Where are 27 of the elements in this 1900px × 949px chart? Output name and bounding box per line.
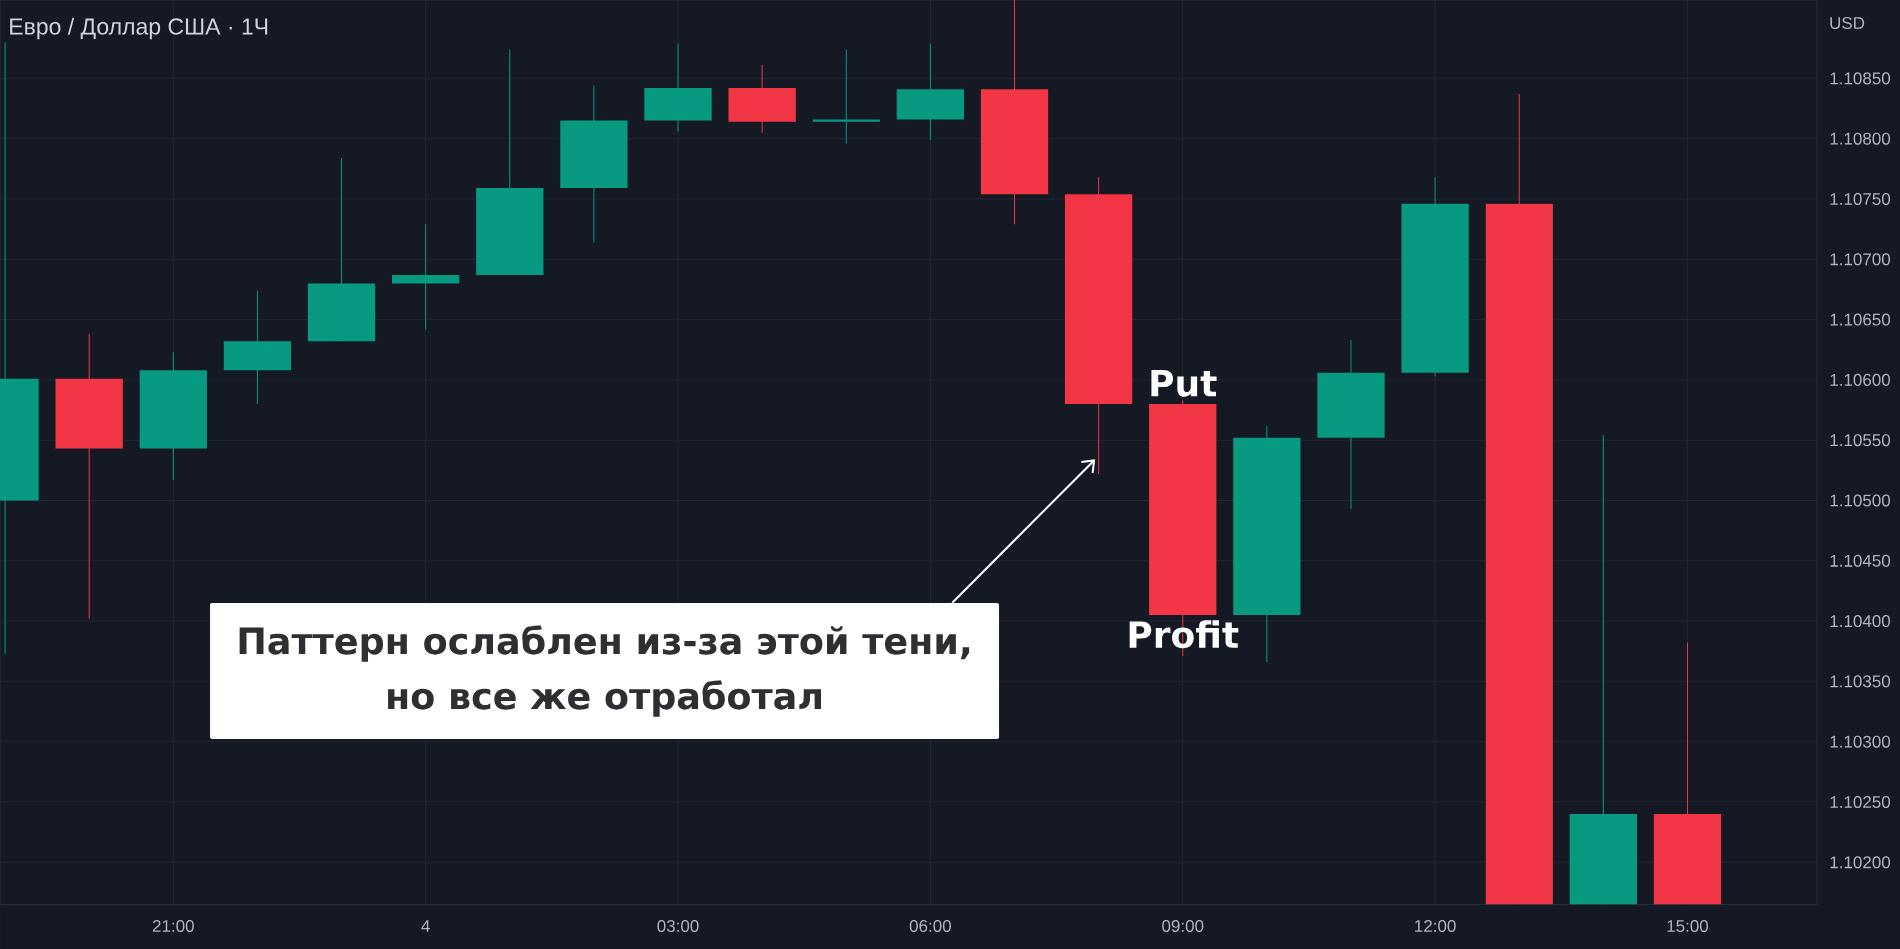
y-tick-label: 1.10600	[1830, 373, 1891, 386]
annotation: Паттерн ослаблен из-за этой тени, но все же отработал	[239, 625, 970, 717]
annotation: Put	[1151, 369, 1217, 397]
x-tick-label: 21:00	[152, 919, 194, 932]
text: Евро / Доллар США · 1Ч	[10, 17, 268, 40]
y-tick-label: 1.10400	[1830, 615, 1891, 628]
y-tick-label: 1.10750	[1830, 192, 1891, 205]
y-tick-label: 1.10550	[1830, 434, 1891, 447]
x-tick-label: 12:00	[1415, 919, 1456, 932]
y-tick-label: 1.10300	[1830, 735, 1891, 748]
candlestick	[812, 48, 880, 144]
y-tick-label: 1.10200	[1830, 856, 1891, 869]
candlestick	[392, 223, 460, 330]
y-tick-label: 1.10850	[1830, 72, 1891, 85]
x-tick-label: 06:00	[909, 919, 951, 932]
y-tick-label: 1.10250	[1830, 795, 1891, 808]
x-tick-label: 03:00	[657, 919, 699, 932]
x-tick-label: 4	[421, 920, 430, 932]
x-tick-label: 09:00	[1162, 919, 1204, 932]
y-tick-label: 1.10500	[1830, 494, 1891, 507]
x-tick-label: 15:00	[1667, 919, 1709, 932]
y-tick-label: 1.10700	[1830, 253, 1891, 266]
y-tick-label: 1.10650	[1830, 313, 1891, 326]
y-tick-label: 1.10350	[1830, 675, 1891, 688]
y-tick-label: 1.10800	[1830, 132, 1891, 145]
y-tick-label: 1.10450	[1830, 554, 1891, 567]
y-axis-title: USD	[1830, 16, 1865, 30]
